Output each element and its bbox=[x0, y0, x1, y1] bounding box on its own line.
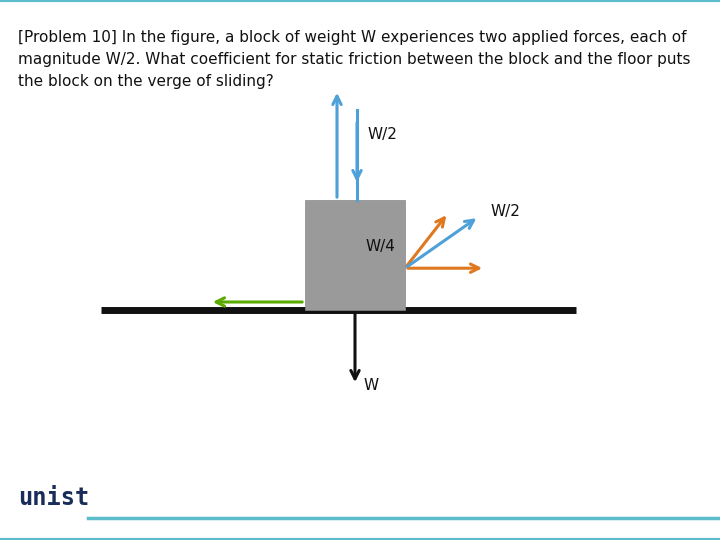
Text: unist: unist bbox=[18, 486, 89, 510]
Text: W/4: W/4 bbox=[365, 239, 395, 254]
Text: W/2: W/2 bbox=[367, 127, 397, 143]
Text: W: W bbox=[363, 377, 378, 393]
Text: [Problem 10] In the figure, a block of weight W experiences two applied forces, : [Problem 10] In the figure, a block of w… bbox=[18, 30, 690, 90]
Bar bbox=[305, 200, 405, 310]
Text: W/2: W/2 bbox=[491, 204, 521, 219]
